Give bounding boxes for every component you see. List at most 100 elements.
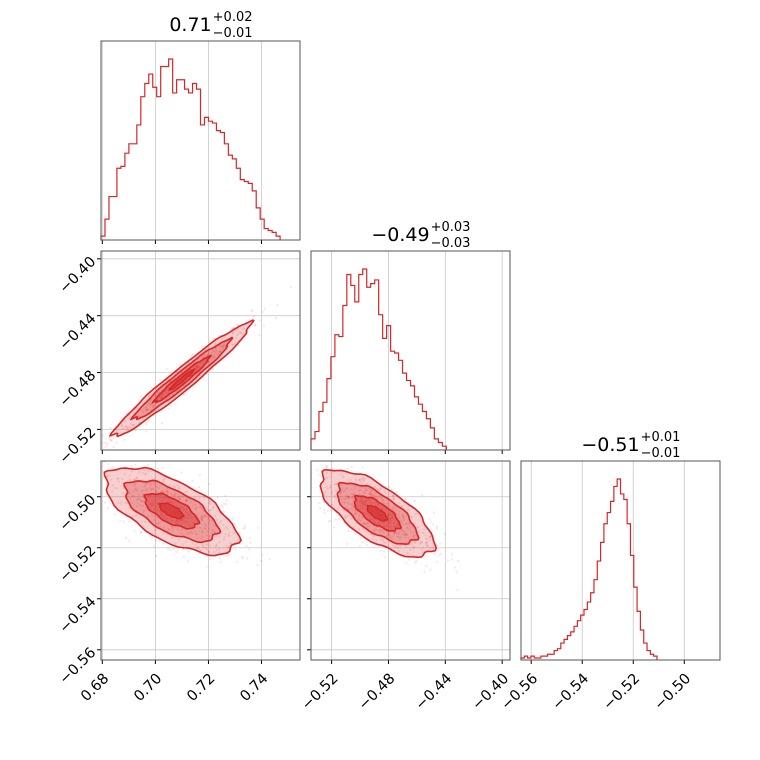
sample-point	[154, 394, 157, 397]
sample-point	[366, 522, 370, 525]
sample-point	[361, 515, 364, 518]
sample-point	[161, 386, 165, 389]
sample-point	[307, 478, 309, 480]
sample-point	[418, 542, 421, 545]
sample-point	[400, 505, 404, 508]
sample-point	[138, 471, 141, 474]
sample-point	[215, 548, 218, 552]
sample-point	[387, 532, 391, 535]
sample-point	[364, 499, 367, 502]
sample-point	[372, 529, 375, 532]
sample-point	[180, 386, 183, 390]
sample-point	[131, 423, 134, 427]
sample-point	[258, 334, 261, 337]
sample-point	[200, 518, 203, 522]
sample-point	[358, 515, 361, 518]
sample-point	[201, 345, 204, 348]
sample-point	[356, 513, 359, 516]
sample-point	[231, 343, 234, 346]
sample-point	[203, 496, 206, 499]
sample-point	[226, 554, 229, 557]
sample-point	[361, 466, 364, 469]
sample-point	[375, 495, 378, 498]
sample-point	[139, 499, 142, 502]
sample-point	[196, 365, 199, 368]
sample-point	[134, 489, 137, 492]
sample-point	[385, 523, 388, 526]
sample-point	[386, 523, 390, 526]
sample-point	[233, 523, 236, 526]
sample-point	[125, 424, 128, 428]
sample-point	[198, 473, 202, 477]
sample-point	[261, 553, 264, 556]
sample-point	[391, 515, 394, 518]
scatter-panel-1-2: −0.52 −0.48 −0.44 −0.40	[299, 460, 512, 713]
sample-point	[206, 354, 209, 357]
sample-point	[370, 489, 373, 492]
sample-point	[117, 450, 119, 452]
sample-point	[135, 498, 139, 502]
sample-point	[214, 356, 217, 359]
sample-point	[223, 527, 226, 530]
sample-point	[212, 353, 215, 356]
sample-point	[358, 528, 361, 531]
histogram-steps	[310, 268, 447, 450]
sample-point	[409, 516, 413, 519]
sample-point	[166, 516, 169, 519]
x-tick-label: 0.70	[131, 671, 165, 705]
sample-point	[186, 559, 190, 563]
sample-point	[175, 522, 178, 525]
sample-point	[351, 496, 354, 499]
sample-point	[232, 532, 235, 535]
sample-point	[149, 401, 152, 404]
sample-point	[390, 536, 394, 539]
sample-point	[435, 560, 439, 564]
sample-point	[132, 454, 134, 456]
sample-point	[194, 507, 197, 510]
sample-point	[231, 331, 234, 334]
sample-point	[217, 352, 221, 356]
sample-point	[422, 531, 425, 535]
sample-point	[218, 535, 221, 538]
scatter-panel-0-2: 0.68 0.70 0.72 0.74−0.56−0.54−0.52−0.50	[57, 450, 301, 705]
sample-point	[342, 474, 345, 477]
sample-point	[195, 368, 198, 371]
sample-point	[421, 552, 424, 555]
sample-point	[111, 484, 114, 487]
sample-point	[195, 533, 198, 536]
sample-point	[370, 517, 373, 520]
sample-point	[140, 489, 143, 493]
sample-point	[133, 478, 136, 481]
sample-point	[333, 526, 336, 529]
sample-point	[214, 347, 217, 350]
sample-point	[171, 500, 174, 504]
sample-point	[263, 307, 267, 310]
sample-point	[117, 501, 120, 504]
sample-point	[341, 488, 344, 491]
sample-point	[134, 429, 138, 432]
sample-point	[115, 487, 118, 490]
sample-point	[142, 418, 145, 421]
sample-point	[152, 507, 156, 511]
sample-point	[235, 329, 238, 332]
histogram-frame	[310, 250, 511, 451]
sample-point	[347, 508, 350, 511]
sample-point	[413, 540, 416, 543]
sample-point	[85, 473, 87, 475]
sample-point	[424, 537, 427, 540]
sample-point	[392, 494, 395, 497]
sample-point	[103, 458, 105, 460]
sample-point	[416, 526, 420, 529]
sample-point	[362, 480, 365, 483]
sample-point	[152, 504, 155, 507]
sample-point	[350, 503, 354, 507]
sample-point	[232, 331, 235, 334]
sample-point	[268, 558, 271, 561]
sample-point	[161, 490, 165, 494]
sample-point	[412, 546, 416, 549]
sample-point	[325, 464, 328, 467]
sample-point	[208, 520, 212, 523]
sample-point	[124, 502, 127, 505]
sample-point	[200, 516, 203, 519]
sample-point	[184, 529, 187, 532]
